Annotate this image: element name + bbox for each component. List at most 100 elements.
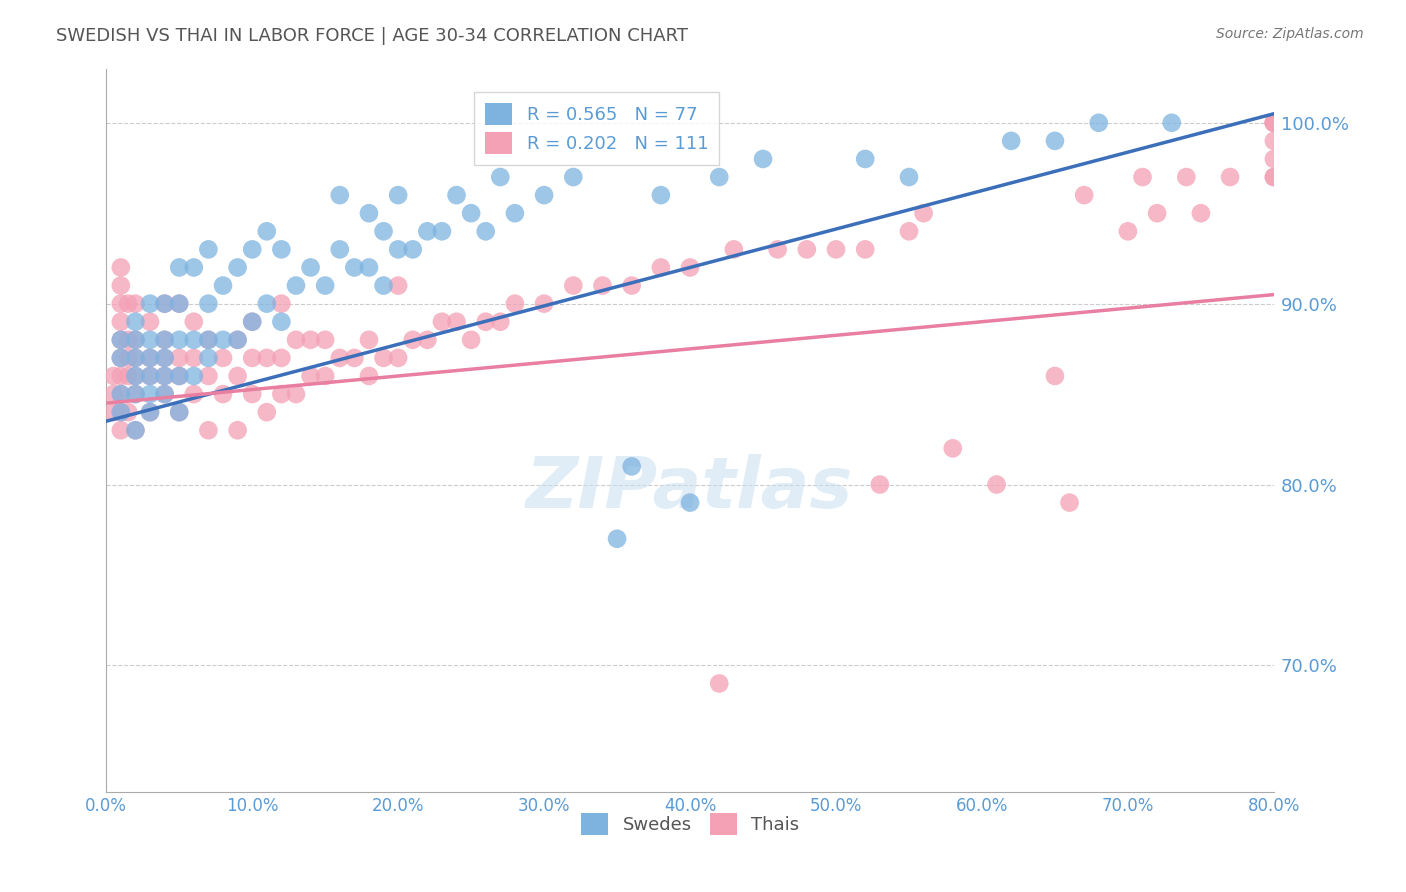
Point — [1116, 224, 1139, 238]
Point — [474, 315, 496, 329]
Point — [153, 369, 176, 384]
Point — [212, 387, 235, 401]
Point — [402, 243, 425, 257]
Point — [110, 405, 132, 419]
Point — [299, 333, 322, 347]
Point — [124, 423, 146, 437]
Point — [329, 351, 352, 365]
Point — [1263, 169, 1285, 184]
Point — [124, 423, 146, 437]
Point — [314, 333, 336, 347]
Point — [153, 369, 176, 384]
Point — [299, 369, 322, 384]
Point — [110, 260, 132, 275]
Point — [124, 351, 146, 365]
Point — [153, 333, 176, 347]
Point — [110, 405, 132, 419]
Point — [387, 351, 409, 365]
Point — [226, 260, 249, 275]
Point — [110, 351, 132, 365]
Point — [709, 169, 731, 184]
Point — [153, 296, 176, 310]
Point — [387, 278, 409, 293]
Point — [562, 278, 585, 293]
Point — [167, 351, 190, 365]
Point — [592, 278, 614, 293]
Point — [329, 188, 352, 202]
Point — [139, 351, 162, 365]
Point — [1263, 152, 1285, 166]
Point — [620, 278, 643, 293]
Point — [533, 296, 555, 310]
Point — [387, 243, 409, 257]
Point — [197, 333, 219, 347]
Point — [167, 369, 190, 384]
Point — [139, 333, 162, 347]
Point — [853, 243, 876, 257]
Point — [430, 315, 453, 329]
Point — [270, 296, 292, 310]
Point — [1263, 116, 1285, 130]
Point — [124, 369, 146, 384]
Point — [270, 351, 292, 365]
Point — [1160, 116, 1182, 130]
Point — [153, 351, 176, 365]
Point — [212, 333, 235, 347]
Point — [1189, 206, 1212, 220]
Point — [183, 333, 205, 347]
Point — [446, 188, 468, 202]
Point — [869, 477, 891, 491]
Point — [430, 224, 453, 238]
Point — [124, 387, 146, 401]
Point — [167, 405, 190, 419]
Point — [110, 296, 132, 310]
Point — [167, 260, 190, 275]
Text: ZIPatlas: ZIPatlas — [526, 454, 853, 523]
Point — [197, 369, 219, 384]
Point — [825, 243, 848, 257]
Point — [679, 260, 702, 275]
Point — [898, 169, 921, 184]
Point — [226, 423, 249, 437]
Point — [270, 315, 292, 329]
Point — [197, 423, 219, 437]
Point — [270, 243, 292, 257]
Point — [606, 532, 628, 546]
Legend: Swedes, Thais: Swedes, Thais — [572, 805, 808, 845]
Point — [912, 206, 935, 220]
Point — [474, 224, 496, 238]
Point — [357, 260, 380, 275]
Point — [117, 351, 139, 365]
Point — [226, 333, 249, 347]
Point — [650, 260, 672, 275]
Point — [117, 369, 139, 384]
Point — [314, 369, 336, 384]
Point — [1263, 134, 1285, 148]
Point — [110, 315, 132, 329]
Point — [167, 333, 190, 347]
Point — [1043, 369, 1066, 384]
Point — [240, 315, 263, 329]
Point — [124, 333, 146, 347]
Point — [183, 351, 205, 365]
Point — [1043, 134, 1066, 148]
Point — [153, 387, 176, 401]
Point — [357, 206, 380, 220]
Point — [898, 224, 921, 238]
Point — [285, 387, 308, 401]
Point — [373, 351, 395, 365]
Point — [299, 260, 322, 275]
Point — [183, 260, 205, 275]
Point — [167, 296, 190, 310]
Point — [117, 296, 139, 310]
Point — [503, 296, 526, 310]
Point — [139, 405, 162, 419]
Point — [343, 260, 366, 275]
Point — [1000, 134, 1022, 148]
Point — [240, 315, 263, 329]
Point — [1146, 206, 1168, 220]
Point — [620, 459, 643, 474]
Point — [139, 351, 162, 365]
Point — [197, 351, 219, 365]
Point — [212, 351, 235, 365]
